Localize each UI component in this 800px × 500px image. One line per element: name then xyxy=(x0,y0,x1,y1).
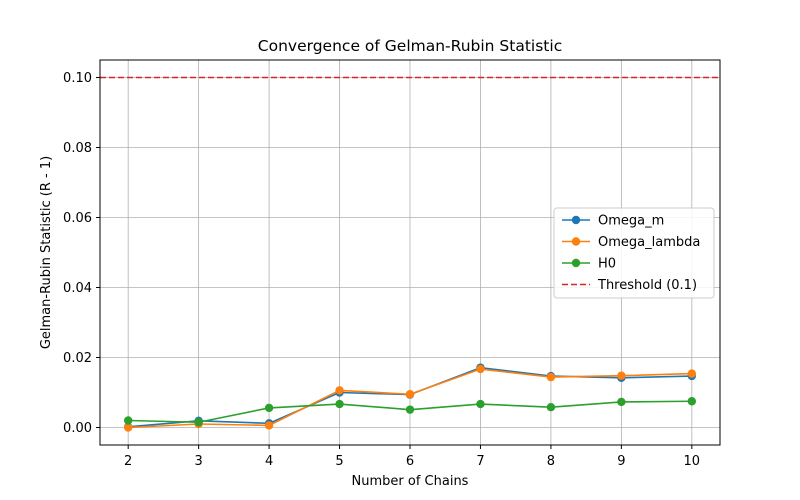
data-point xyxy=(405,405,415,414)
x-tick-label: 10 xyxy=(684,454,701,469)
data-point xyxy=(617,371,626,380)
legend-label: Omega_lambda xyxy=(598,235,700,250)
y-tick-label: 0.04 xyxy=(63,281,92,296)
data-point xyxy=(405,390,415,399)
data-point xyxy=(194,418,203,427)
legend-swatch-marker xyxy=(571,237,581,246)
data-point xyxy=(476,399,485,409)
data-point xyxy=(264,421,274,430)
chart-title: Convergence of Gelman-Rubin Statistic xyxy=(258,37,562,55)
x-tick-label: 8 xyxy=(547,454,555,469)
y-tick-label: 0.10 xyxy=(63,71,92,86)
data-point xyxy=(335,399,344,409)
series-omega-lambda xyxy=(123,364,697,432)
data-point xyxy=(335,386,344,395)
data-point xyxy=(546,403,556,412)
tick-layer: 2 3 4 5 6 7 8 9 10 0.00 0.02 0.04 0.06 0.08 0.10 xyxy=(63,71,700,469)
y-tick-label: 0.02 xyxy=(63,351,92,366)
x-tick-label: 7 xyxy=(476,454,484,469)
x-tick-label: 3 xyxy=(194,454,202,469)
legend-label: Omega_m xyxy=(598,214,664,229)
legend-swatch-marker xyxy=(571,215,581,225)
data-point xyxy=(617,397,626,407)
x-tick-label: 4 xyxy=(265,454,273,469)
legend-label: Threshold (0.1) xyxy=(597,278,697,293)
data-point xyxy=(687,369,697,378)
data-point xyxy=(264,403,274,413)
data-point xyxy=(546,372,556,382)
series-layer xyxy=(123,363,697,432)
legend-label: H0 xyxy=(598,257,616,272)
data-point xyxy=(687,397,697,406)
x-tick-label: 6 xyxy=(406,454,414,469)
y-axis-label: Gelman-Rubin Statistic (R - 1) xyxy=(39,156,54,349)
data-point xyxy=(123,423,133,432)
x-axis-label: Number of Chains xyxy=(352,474,469,489)
legend-box xyxy=(553,207,715,299)
y-tick-label: 0.00 xyxy=(63,421,92,436)
x-tick-label: 5 xyxy=(335,454,343,469)
y-tick-label: 0.06 xyxy=(63,211,92,226)
legend-swatch-marker xyxy=(571,258,581,268)
y-tick-label: 0.08 xyxy=(63,141,92,156)
legend: Omega_m Omega_lambda H0 Threshold (0.1) xyxy=(553,207,715,299)
data-point xyxy=(476,364,485,374)
data-point xyxy=(123,416,133,425)
x-tick-label: 2 xyxy=(124,454,132,469)
x-tick-label: 9 xyxy=(617,454,625,469)
series-h0 xyxy=(123,397,697,427)
